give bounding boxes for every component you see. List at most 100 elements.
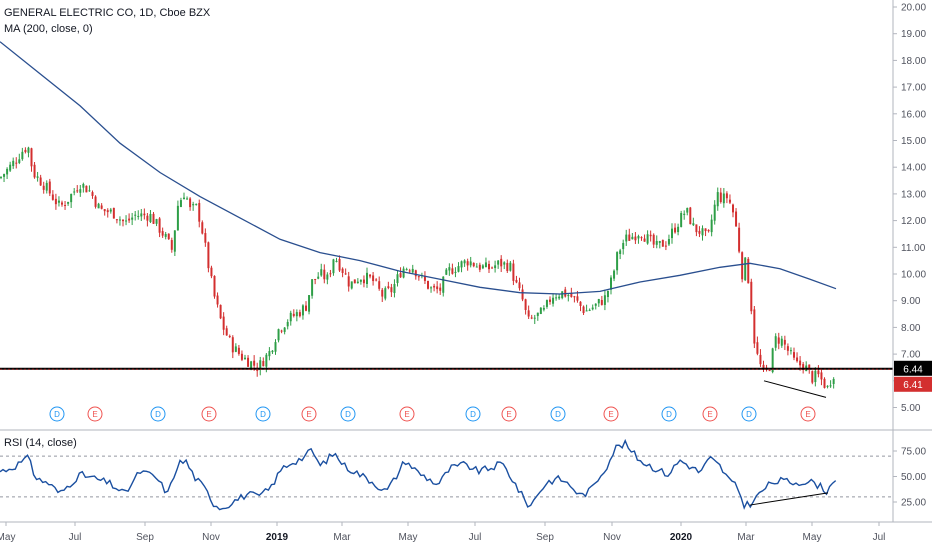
- candle-body: [698, 230, 701, 234]
- candle-body: [344, 273, 347, 275]
- candle-body: [195, 203, 198, 205]
- candle-body: [597, 299, 600, 304]
- candle-body: [295, 312, 298, 317]
- candle-body: [91, 192, 94, 196]
- earnings-event-marker: [800, 406, 816, 422]
- time-tick-label: May: [399, 532, 418, 543]
- candle-body: [146, 215, 149, 221]
- candle-body: [664, 245, 667, 247]
- candle-body: [207, 242, 210, 269]
- candle-body: [558, 296, 561, 299]
- earnings-event-marker: [702, 406, 718, 422]
- candle-body: [539, 307, 542, 315]
- candle-body: [73, 191, 76, 193]
- candle-body: [661, 240, 664, 247]
- candle-body: [396, 274, 399, 284]
- candle-body: [335, 260, 338, 262]
- candles: [0, 146, 835, 389]
- candle-body: [64, 205, 67, 207]
- candle-body: [140, 213, 143, 217]
- candle-body: [472, 262, 475, 267]
- candle-body: [433, 285, 436, 288]
- rsi-tick-label: 25.00: [901, 498, 926, 509]
- candle-body: [631, 236, 634, 240]
- candle-body: [42, 185, 45, 190]
- candle-body: [448, 267, 451, 271]
- candle-body: [735, 211, 738, 227]
- price-tick-label: 15.00: [901, 136, 926, 147]
- candle-body: [427, 280, 429, 289]
- candle-body: [402, 268, 405, 278]
- last-price-badge: [894, 360, 932, 376]
- candle-body: [179, 200, 182, 207]
- candle-body: [88, 190, 91, 192]
- candle-body: [820, 372, 823, 380]
- candle-body: [286, 321, 289, 327]
- earnings-event-label: E: [404, 410, 409, 419]
- candle-body: [582, 306, 585, 314]
- candle-body: [561, 291, 564, 299]
- candle-body: [109, 209, 112, 212]
- candle-body: [259, 360, 262, 370]
- time-tick-label: Nov: [603, 532, 621, 543]
- candle-body: [613, 270, 616, 279]
- candle-body: [213, 275, 216, 297]
- candle-body: [186, 198, 189, 200]
- candle-body: [12, 160, 15, 167]
- candle-body: [777, 337, 780, 344]
- candle-body: [655, 240, 658, 245]
- candle-body: [36, 176, 39, 178]
- candle-body: [716, 192, 719, 207]
- candle-body: [527, 310, 530, 317]
- candle-body: [82, 183, 85, 188]
- candle-body: [369, 274, 372, 277]
- candle-body: [503, 262, 506, 265]
- candle-body: [545, 300, 548, 307]
- candle-body: [6, 168, 9, 175]
- candle-body: [524, 299, 527, 310]
- candle-body: [234, 346, 237, 352]
- candle-body: [606, 290, 609, 298]
- candle-body: [356, 281, 359, 284]
- rsi-legend[interactable]: RSI (14, close): [4, 437, 77, 449]
- candle-body: [762, 364, 765, 369]
- candle-body: [161, 231, 164, 236]
- candle-body: [811, 371, 814, 383]
- candle-body: [326, 274, 329, 280]
- candle-body: [384, 288, 387, 299]
- candle-body: [786, 346, 789, 351]
- symbol-legend[interactable]: GENERAL ELECTRIC CO, 1D, Cboe BZX: [4, 7, 211, 19]
- dividend-event-marker: [465, 406, 481, 422]
- earnings-event-label: E: [506, 410, 511, 419]
- candle-body: [305, 305, 307, 311]
- ma-legend[interactable]: MA (200, close, 0): [4, 23, 93, 35]
- dividend-event-marker: [550, 406, 566, 422]
- candle-body: [799, 360, 802, 366]
- candle-body: [97, 203, 100, 209]
- price-tick-label: 20.00: [901, 3, 926, 14]
- time-tick-label: Jul: [469, 532, 482, 543]
- price-tick-label: 13.00: [901, 189, 926, 200]
- candle-body: [18, 159, 21, 163]
- candle-body: [210, 267, 213, 277]
- candle-body: [265, 354, 268, 367]
- candle-body: [106, 210, 109, 213]
- candle-body: [588, 309, 591, 311]
- candle-body: [710, 219, 713, 233]
- candle-body: [738, 227, 741, 252]
- candle-body: [817, 370, 820, 375]
- dividend-event-label: D: [345, 410, 351, 419]
- candle-body: [603, 295, 606, 305]
- candle-body: [0, 176, 2, 178]
- dividend-event-label: D: [470, 410, 476, 419]
- earnings-event-label: E: [306, 410, 311, 419]
- dividend-event-marker: [340, 406, 356, 422]
- candle-body: [289, 312, 292, 322]
- dividend-event-label: D: [54, 410, 60, 419]
- candle-body: [728, 199, 731, 203]
- candle-body: [585, 310, 588, 312]
- candle-body: [649, 234, 652, 237]
- prev-price-badge: [894, 376, 932, 392]
- candle-body: [789, 350, 792, 352]
- candle-body: [667, 239, 670, 245]
